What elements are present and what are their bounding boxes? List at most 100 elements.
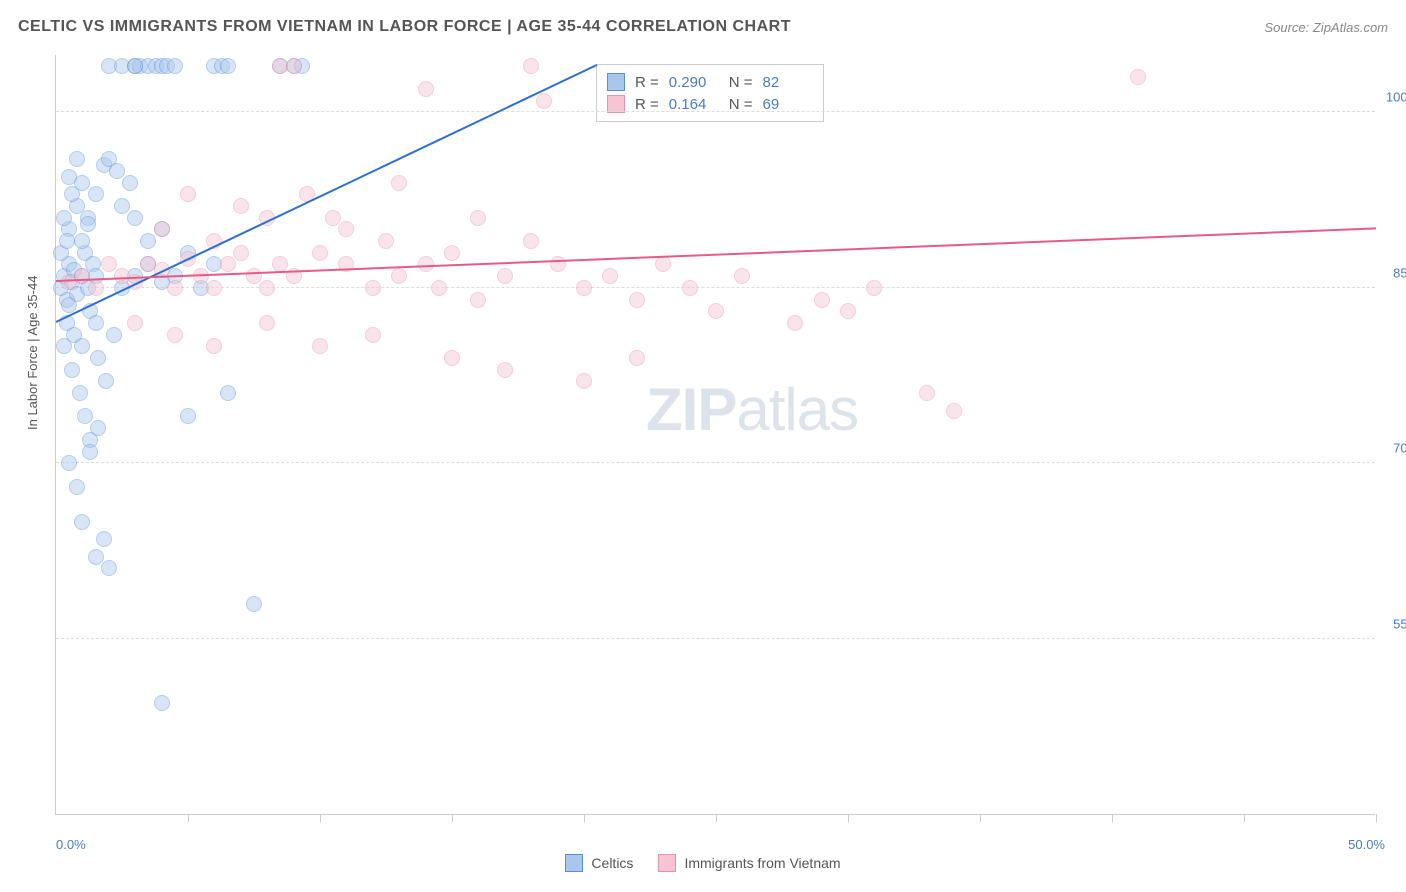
data-point [61,169,77,185]
data-point [946,403,962,419]
data-point [602,268,618,284]
r-value: 0.164 [669,96,719,113]
data-point [470,292,486,308]
data-point [1130,69,1146,85]
x-tick [848,814,849,822]
data-point [64,186,80,202]
data-point [77,408,93,424]
data-point [80,216,96,232]
data-point [391,268,407,284]
data-point [90,420,106,436]
data-point [365,280,381,296]
chart-title: CELTIC VS IMMIGRANTS FROM VIETNAM IN LAB… [18,18,791,36]
scatter-plot-area: ZIPatlas 0.0% 50.0% R =0.290N =82R =0.16… [55,55,1375,815]
data-point [180,408,196,424]
data-point [497,362,513,378]
n-value: 82 [763,74,813,91]
data-point [59,233,75,249]
data-point [497,268,513,284]
data-point [88,549,104,565]
data-point [418,81,434,97]
stats-swatch [607,73,625,91]
data-point [840,303,856,319]
watermark-bold: ZIP [646,376,736,443]
data-point [167,327,183,343]
x-tick [320,814,321,822]
y-axis-title: In Labor Force | Age 35-44 [25,276,40,430]
data-point [259,315,275,331]
legend-item-vietnam: Immigrants from Vietnam [658,854,840,872]
legend-swatch-vietnam [658,854,676,872]
data-point [431,280,447,296]
data-point [140,233,156,249]
data-point [88,315,104,331]
gridline [56,462,1375,463]
y-tick-label: 55.0% [1393,616,1406,631]
y-tick-label: 85.0% [1393,265,1406,280]
x-tick [452,814,453,822]
legend-swatch-celtics [565,854,583,872]
x-tick [1376,814,1377,822]
data-point [220,256,236,272]
data-point [338,221,354,237]
r-value: 0.290 [669,74,719,91]
stats-row: R = 0.290 N = 82 [607,71,813,93]
legend-label-vietnam: Immigrants from Vietnam [684,855,840,871]
legend-item-celtics: Celtics [565,854,633,872]
data-point [378,233,394,249]
chart-legend: Celtics Immigrants from Vietnam [0,854,1406,872]
data-point [61,455,77,471]
data-point [101,560,117,576]
data-point [259,280,275,296]
data-point [127,210,143,226]
data-point [629,292,645,308]
data-point [708,303,724,319]
x-tick [188,814,189,822]
data-point [312,245,328,261]
x-tick [980,814,981,822]
data-point [74,268,90,284]
data-point [206,280,222,296]
data-point [127,315,143,331]
data-point [167,58,183,74]
x-tick [1244,814,1245,822]
data-point [82,444,98,460]
gridline [56,287,1375,288]
data-point [655,256,671,272]
data-point [180,186,196,202]
data-point [682,280,698,296]
data-point [122,175,138,191]
x-tick [716,814,717,822]
n-label: N = [729,74,753,91]
watermark-light: atlas [736,376,858,443]
data-point [69,151,85,167]
data-point [576,280,592,296]
data-point [787,315,803,331]
data-point [312,338,328,354]
r-label: R = [635,74,659,91]
data-point [127,58,143,74]
data-point [734,268,750,284]
correlation-stats-box: R =0.290N =82R =0.164N =69 [596,64,824,122]
data-point [114,198,130,214]
data-point [88,186,104,202]
legend-label-celtics: Celtics [591,855,633,871]
data-point [206,338,222,354]
x-axis-start-label: 0.0% [56,837,86,852]
data-point [74,514,90,530]
data-point [444,245,460,261]
data-point [96,531,112,547]
x-tick [584,814,585,822]
x-axis-end-label: 50.0% [1348,837,1385,852]
data-point [56,210,72,226]
stats-swatch [607,95,625,113]
x-tick [1112,814,1113,822]
gridline [56,638,1375,639]
data-point [365,327,381,343]
data-point [74,233,90,249]
data-point [74,338,90,354]
data-point [523,58,539,74]
data-point [90,350,106,366]
data-point [536,93,552,109]
data-point [101,256,117,272]
